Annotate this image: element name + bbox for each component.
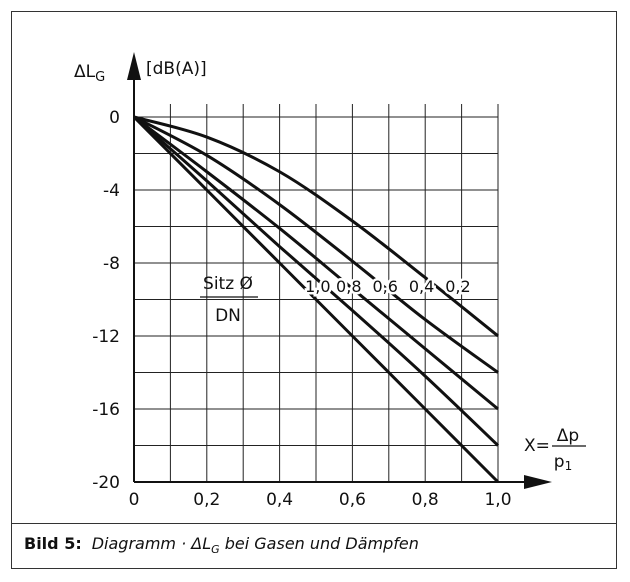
series-label: 0,6	[372, 277, 397, 296]
y-tick-labels: 0 -4 -8 -12 -16 -20	[92, 108, 120, 493]
series-line	[133, 115, 499, 374]
y-tick-label: -8	[103, 254, 120, 274]
caption-text: Diagramm · ΔLG bei Gasen und Dämpfen	[91, 534, 419, 557]
x-tick-label: 0,6	[339, 490, 366, 510]
series-labels: 1,0 0,8 0,6 0,4 0,2	[303, 275, 474, 299]
y-axis-label: ΔLG	[74, 62, 105, 85]
x-axis-arrow-icon	[524, 475, 552, 489]
x-tick-labels: 0 0,2 0,4 0,6 0,8 1,0	[129, 490, 512, 510]
y-tick-label: 0	[109, 108, 120, 128]
series-lines	[132, 115, 500, 484]
x-tick-label: 0,8	[412, 490, 439, 510]
grid	[134, 104, 499, 482]
x-tick-label: 0	[129, 490, 140, 510]
figure-caption: Bild 5: Diagramm · ΔLG bei Gasen und Dämp…	[24, 534, 419, 556]
series-line	[133, 115, 499, 411]
x-tick-label: 1,0	[484, 490, 511, 510]
figure-frame	[11, 11, 617, 569]
legend-title-denominator: DN	[215, 306, 241, 326]
series-line	[133, 115, 499, 338]
series-label: 1,0	[305, 277, 330, 296]
y-tick-label: -16	[92, 400, 120, 420]
y-tick-label: -20	[92, 473, 120, 493]
series-label: 0,2	[445, 277, 470, 296]
y-axis-arrow-icon	[127, 52, 141, 80]
caption-label: Bild 5:	[24, 534, 82, 553]
x-axis-prefix: X=	[524, 436, 550, 456]
y-axis-unit: [dB(A)]	[146, 59, 207, 79]
x-tick-label: 0,4	[266, 490, 293, 510]
y-tick-label: -4	[103, 181, 120, 201]
series-label: 0,4	[409, 277, 434, 296]
legend-title-numerator: Sitz Ø	[203, 274, 253, 294]
series-line	[133, 115, 500, 447]
series-label: 0,8	[336, 277, 361, 296]
x-axis-numerator: Δp	[557, 426, 579, 446]
series-line	[132, 115, 500, 484]
chart: 0 -4 -8 -12 -16 -20 0 0,2 0,4 0,6 0,8 1,0 ΔLG [dB(…	[74, 52, 586, 510]
x-axis-denominator: p1	[554, 452, 572, 473]
x-tick-label: 0,2	[193, 490, 220, 510]
caption-separator	[11, 523, 617, 524]
y-tick-label: -12	[92, 327, 120, 347]
